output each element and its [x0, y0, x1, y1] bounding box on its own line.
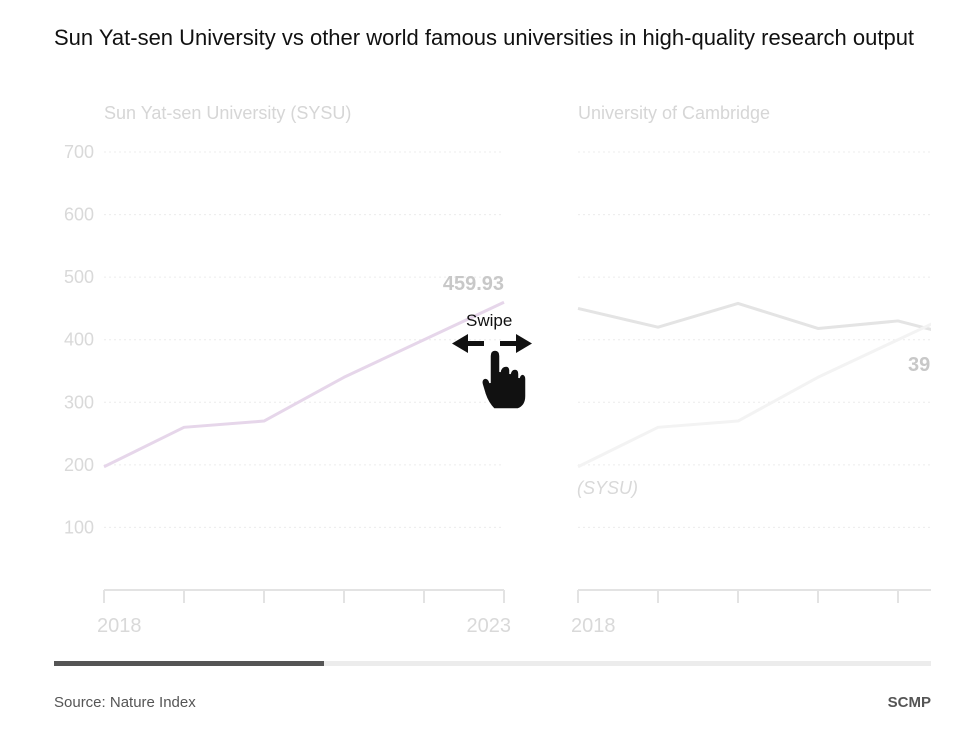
data-label-end-value: 459.93: [443, 273, 504, 295]
panel-title-sysu: Sun Yat-sen University (SYSU): [104, 103, 351, 123]
series-label-sysu: (SYSU): [577, 478, 638, 498]
y-tick-label: 100: [64, 517, 94, 537]
swipe-arrows-icon: [452, 334, 532, 353]
x-tick-label: 2023: [467, 615, 512, 637]
y-tick-label: 300: [64, 392, 94, 412]
series-line-sysu: [103, 300, 505, 469]
panel-title-cambridge: University of Cambridge: [578, 103, 770, 123]
x-tick-label: 2018: [571, 615, 616, 637]
y-tick-label: 200: [64, 455, 94, 475]
y-tick-label: 400: [64, 330, 94, 350]
hand-pointer-icon: [481, 349, 527, 410]
scrollbar-thumb[interactable]: [54, 661, 324, 666]
y-tick-label: 600: [64, 205, 94, 225]
swipe-hint[interactable]: Swipe: [452, 311, 532, 410]
series-line-sysu-reference: [577, 322, 931, 469]
source-note: Source: Nature Index: [54, 694, 196, 711]
data-label-cambridge-end: 39: [908, 354, 930, 376]
panel-sysu: 100 200 300 400 500 600 700 2018 2023 459.93: [64, 142, 511, 637]
brand-label: SCMP: [887, 694, 931, 711]
x-tick-label: 2018: [97, 615, 142, 637]
panel-cambridge-labels: 2018: [571, 615, 616, 637]
panel-cambridge: (SYSU) 39: [577, 151, 931, 603]
chart-title: Sun Yat-sen University vs other world fa…: [54, 25, 915, 50]
y-tick-label: 500: [64, 267, 94, 287]
series-line-cambridge: [577, 301, 931, 332]
swipe-label: Swipe: [466, 311, 512, 330]
y-tick-label: 700: [64, 142, 94, 162]
horizontal-scrollbar[interactable]: [54, 661, 931, 666]
